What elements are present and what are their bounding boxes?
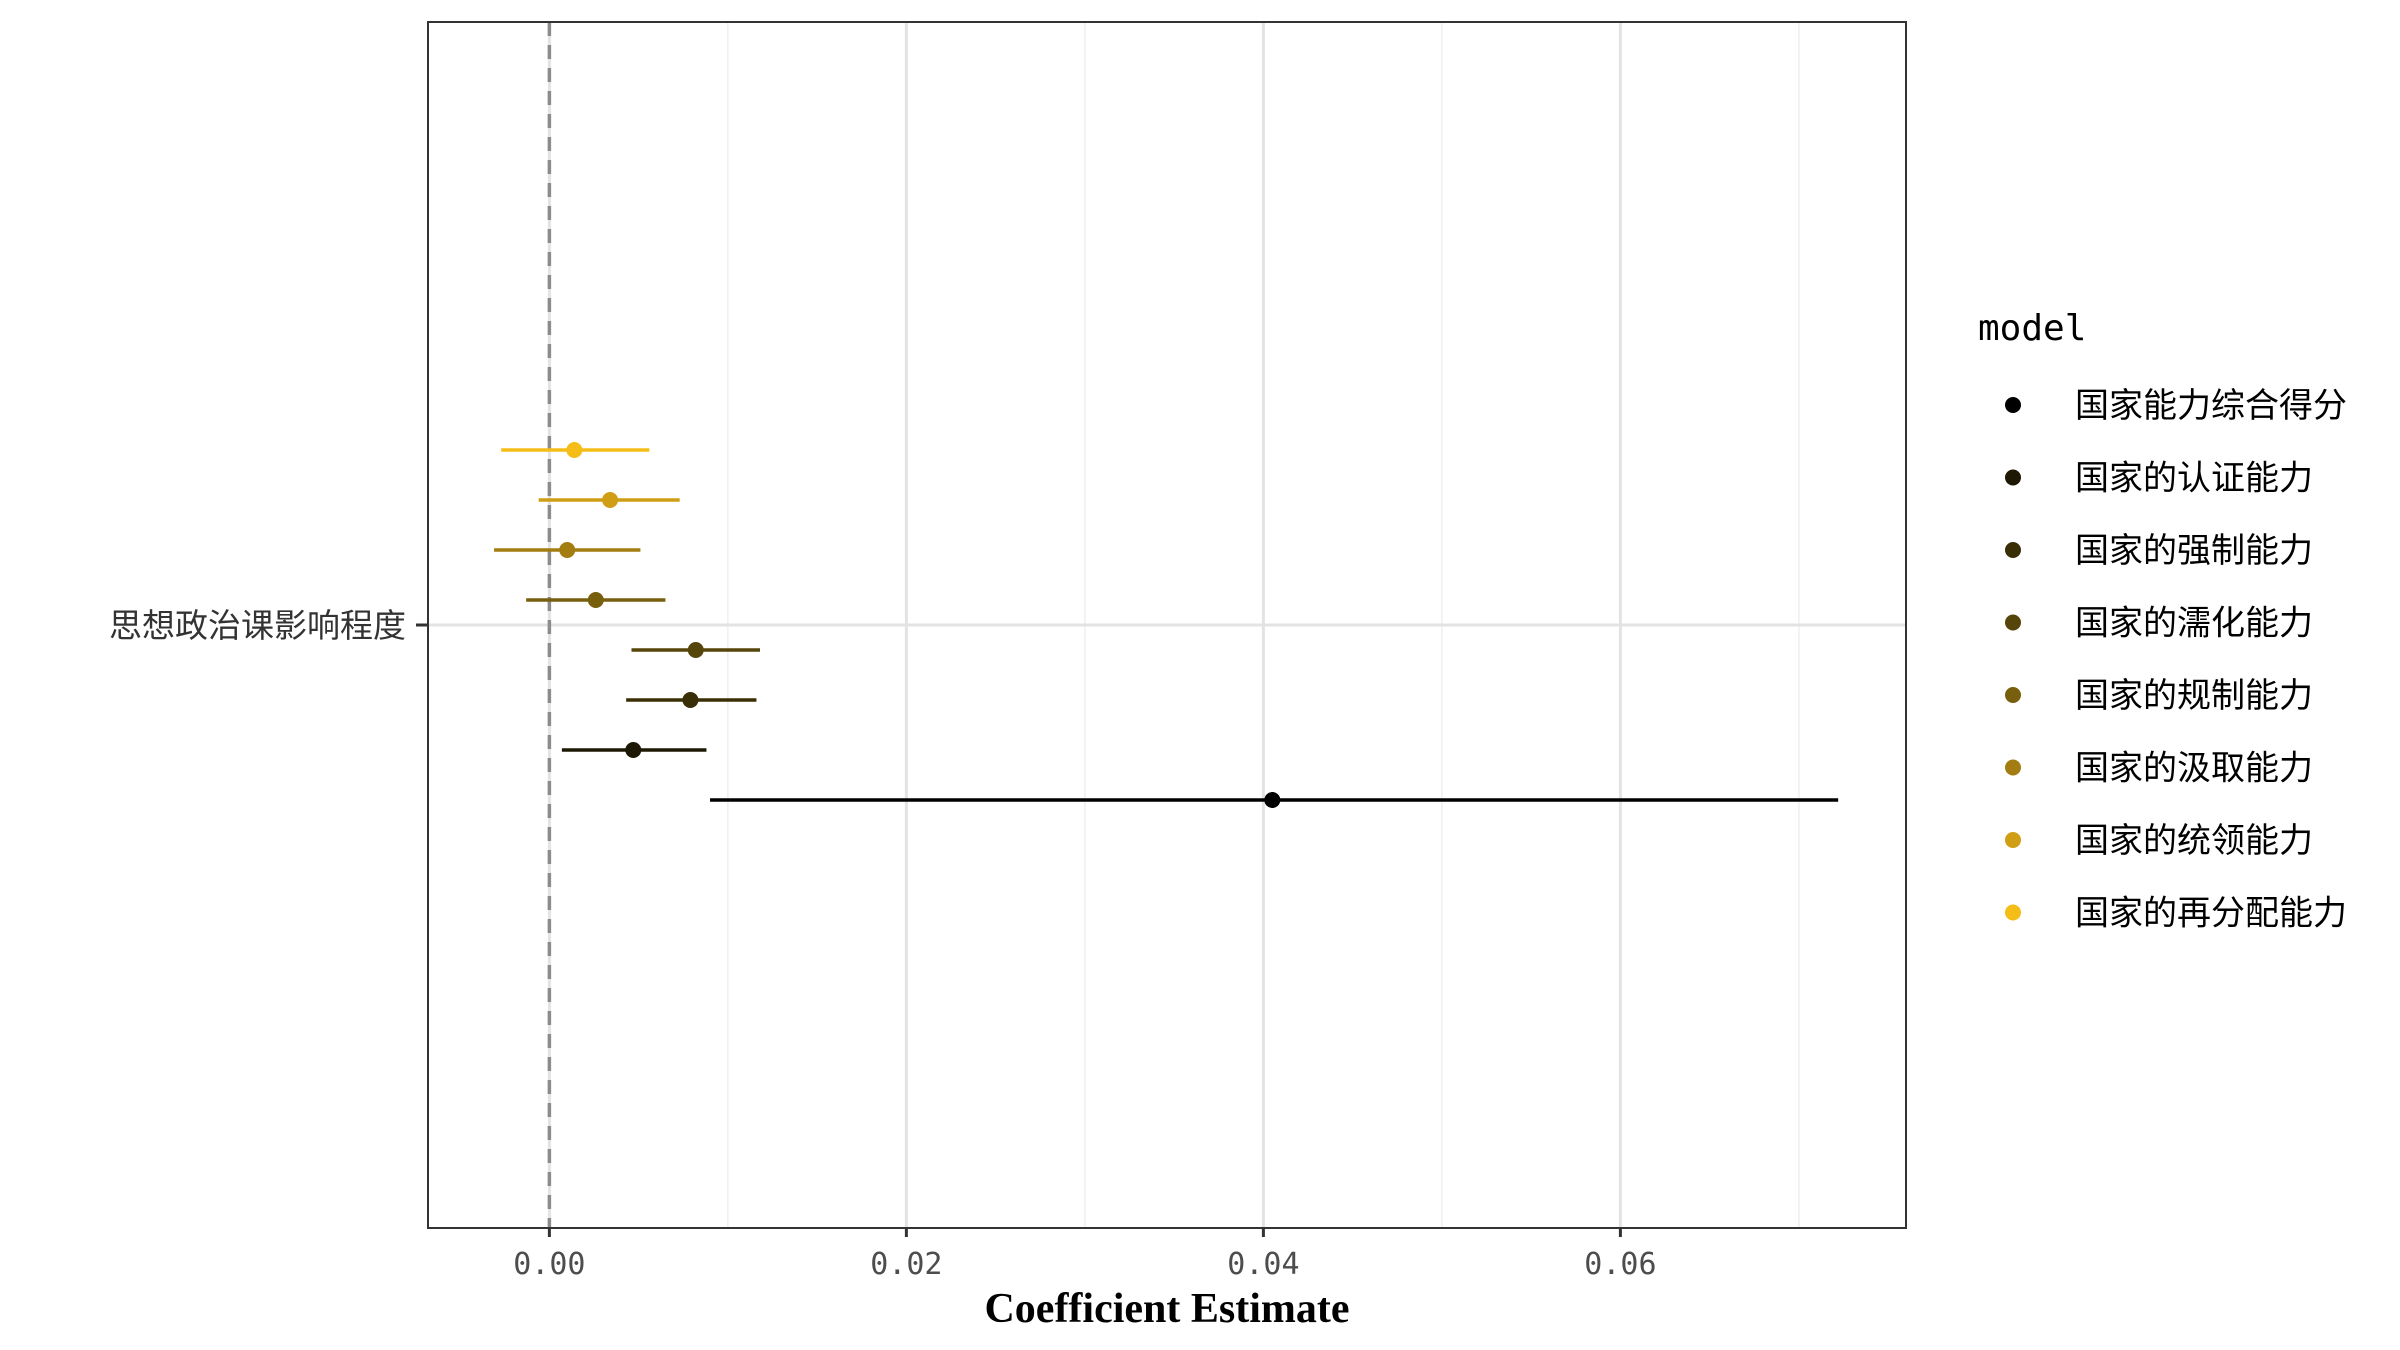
legend-key-point (2005, 469, 2021, 486)
series-mark-group (494, 542, 641, 558)
x-tick-label: 0.02 (870, 1247, 942, 1282)
estimate-point (559, 542, 576, 558)
estimate-point (566, 442, 583, 458)
series-mark-group (538, 492, 680, 508)
estimate-point (682, 692, 699, 708)
legend-item: 国家能力综合得分 (2005, 386, 2347, 426)
legend-label: 国家的濡化能力 (2075, 604, 2313, 644)
estimate-point (602, 492, 619, 508)
legend-key-point (2005, 397, 2021, 413)
legend-key-point (2005, 759, 2021, 776)
estimate-point (1264, 792, 1281, 808)
estimate-point (687, 642, 704, 658)
legend-item: 国家的濡化能力 (2005, 604, 2313, 644)
x-tick-label: 0.04 (1227, 1247, 1299, 1282)
legend-item: 国家的再分配能力 (2005, 894, 2347, 934)
legend-label: 国家的汲取能力 (2075, 749, 2313, 789)
legend-key-point (2005, 832, 2021, 848)
legend-key-point (2005, 904, 2021, 921)
legend-title: model (1978, 308, 2086, 349)
legend-key-point (2005, 542, 2021, 558)
series-mark-group (710, 792, 1839, 808)
legend-item: 国家的强制能力 (2005, 531, 2313, 571)
x-tick-label: 0.00 (513, 1247, 585, 1282)
legend-label: 国家的强制能力 (2075, 531, 2313, 571)
x-axis-title: Coefficient Estimate (984, 1286, 1349, 1332)
legend-label: 国家能力综合得分 (2075, 386, 2347, 426)
legend-label: 国家的认证能力 (2075, 459, 2313, 499)
x-tick-label: 0.06 (1584, 1247, 1656, 1282)
legend-label: 国家的统领能力 (2075, 821, 2313, 861)
legend-item: 国家的统领能力 (2005, 821, 2313, 861)
y-axis: 思想政治课影响程度 (109, 606, 428, 645)
series-mark-group (526, 592, 666, 608)
legend-key-point (2005, 614, 2021, 631)
legend: model 国家能力综合得分国家的认证能力国家的强制能力国家的濡化能力国家的规制… (1978, 308, 2347, 934)
x-axis: 0.00 0.02 0.04 0.06 (513, 1228, 1657, 1282)
legend-item: 国家的认证能力 (2005, 459, 2313, 499)
series-mark-group (626, 692, 757, 708)
estimate-point (625, 742, 642, 758)
series-mark-group (631, 642, 761, 658)
legend-label: 国家的再分配能力 (2075, 894, 2347, 934)
series-mark-group (561, 742, 707, 758)
grid-lines (428, 22, 1906, 1228)
y-tick-label: 思想政治课影响程度 (109, 606, 406, 645)
estimate-point (587, 592, 604, 608)
legend-item: 国家的规制能力 (2005, 676, 2313, 716)
legend-key-point (2005, 687, 2021, 703)
legend-item: 国家的汲取能力 (2005, 749, 2313, 789)
series-mark-group (501, 442, 650, 458)
series-marks (494, 442, 1839, 808)
legend-label: 国家的规制能力 (2075, 676, 2313, 716)
